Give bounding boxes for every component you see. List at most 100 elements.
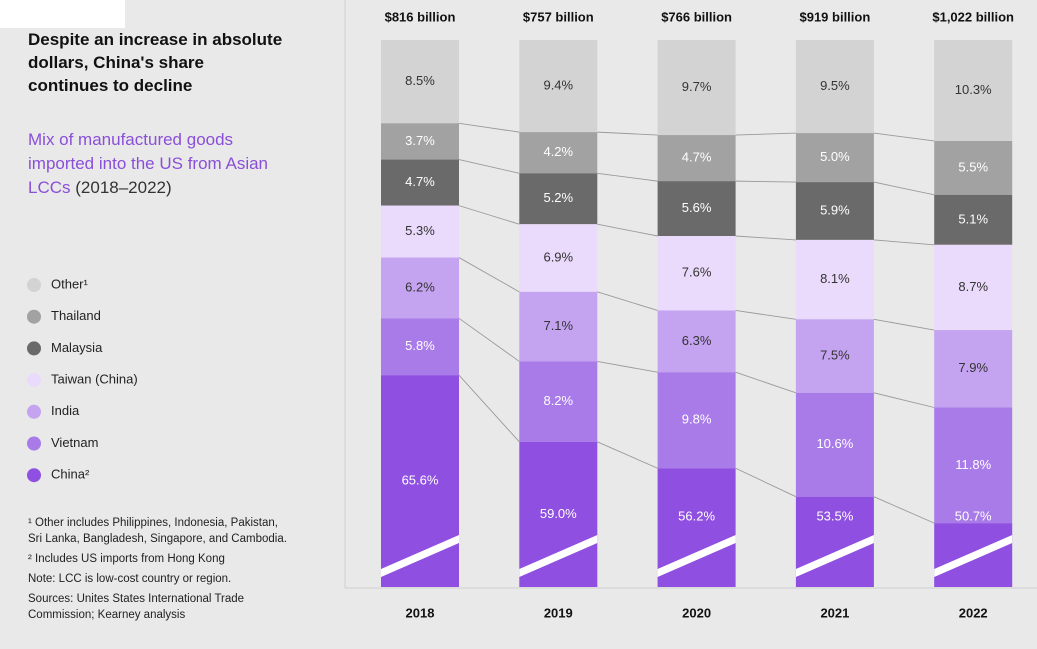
value-label: 8.7% <box>958 279 988 294</box>
value-label: 6.2% <box>405 279 435 294</box>
value-label: 50.7% <box>955 508 992 523</box>
value-label: 7.5% <box>820 347 850 362</box>
total-label: $816 billion <box>385 9 456 24</box>
axis-break <box>519 535 598 577</box>
bar-segment <box>657 236 736 311</box>
bar-segment <box>657 40 736 136</box>
bar-segment <box>795 40 874 134</box>
legend-swatch <box>27 404 41 419</box>
connector <box>735 180 796 183</box>
value-label: 5.9% <box>820 202 850 217</box>
value-label: 5.2% <box>543 190 573 205</box>
connector <box>873 181 935 196</box>
connector <box>597 360 658 373</box>
bar-segment <box>381 375 459 587</box>
value-label: 9.4% <box>543 77 573 92</box>
bar-segment <box>519 291 598 362</box>
bar-segment <box>795 239 874 320</box>
axis-break <box>934 535 1013 577</box>
bar-segment <box>657 372 736 469</box>
connector <box>597 291 658 311</box>
connector <box>458 317 520 362</box>
value-label: 53.5% <box>816 508 853 523</box>
x-tick-label: 2020 <box>682 605 711 620</box>
axis-break <box>795 535 874 577</box>
value-label: 6.3% <box>682 333 712 348</box>
legend-label: India <box>51 403 80 418</box>
x-tick-label: 2022 <box>959 605 988 620</box>
connector <box>873 392 935 408</box>
value-label: 5.3% <box>405 223 435 238</box>
x-tick-label: 2021 <box>820 605 849 620</box>
connector <box>458 205 520 225</box>
value-label: 5.0% <box>820 149 850 164</box>
legend-label: China² <box>51 467 90 482</box>
value-label: 5.5% <box>958 159 988 174</box>
bar-segment <box>934 194 1013 245</box>
value-label: 3.7% <box>405 133 435 148</box>
bar-segment <box>519 40 598 133</box>
note: ² Includes US imports from Hong Kong <box>28 553 225 565</box>
x-tick-label: 2018 <box>406 605 435 620</box>
total-label: $766 billion <box>661 9 732 24</box>
connector <box>735 132 796 136</box>
chart-title: Despite an increase in absolute dollars,… <box>28 30 283 95</box>
value-label: 9.5% <box>820 78 850 93</box>
bar-segment <box>934 140 1013 195</box>
value-label: 59.0% <box>540 506 577 521</box>
connector <box>458 257 520 293</box>
bar-segment <box>934 330 1013 408</box>
connector <box>458 374 520 443</box>
total-label: $1,022 billion <box>932 9 1014 24</box>
bar-segment <box>381 257 459 319</box>
value-label: 56.2% <box>678 508 715 523</box>
bar-segment <box>657 310 736 373</box>
value-label: 9.8% <box>682 412 712 427</box>
bar-segment <box>795 392 874 497</box>
bar-segment <box>519 361 598 442</box>
note: ¹ Other includes Philippines, Indonesia,… <box>28 517 287 545</box>
value-label: 65.6% <box>402 473 439 488</box>
value-label: 5.6% <box>682 200 712 215</box>
legend-swatch <box>27 436 41 451</box>
total-label: $757 billion <box>523 9 594 24</box>
connector <box>735 371 797 394</box>
connector <box>597 223 658 237</box>
legend-swatch <box>27 309 41 324</box>
connector <box>458 122 520 133</box>
connector <box>735 235 796 241</box>
subtitle-block: Mix of manufactured goods imported into … <box>28 128 288 200</box>
connector <box>597 131 658 136</box>
value-label: 10.3% <box>955 82 992 97</box>
value-label: 6.9% <box>543 249 573 264</box>
value-label: 7.6% <box>682 265 712 280</box>
bar-segment <box>381 40 459 124</box>
bar-segment <box>657 181 736 236</box>
bar-segment <box>519 224 598 292</box>
connector <box>873 132 935 142</box>
connector <box>735 467 797 498</box>
value-label: 7.1% <box>543 318 573 333</box>
note: Sources: Unites States International Tra… <box>28 593 245 621</box>
legend-swatch <box>27 341 41 356</box>
value-label: 10.6% <box>816 436 853 451</box>
note: Note: LCC is low-cost country or region. <box>28 573 232 585</box>
bar-segment <box>519 441 598 587</box>
legend-swatch <box>27 373 41 388</box>
bar-segment <box>657 135 736 182</box>
value-label: 8.1% <box>820 271 850 286</box>
bar-segment <box>381 159 459 206</box>
connector <box>873 496 935 524</box>
value-label: 4.2% <box>543 144 573 159</box>
period: (2018–2022) <box>75 178 172 197</box>
axis-break <box>381 535 459 577</box>
connector <box>735 310 796 320</box>
bar-segment <box>934 40 1013 141</box>
subtitle: Mix of manufactured goods imported into … <box>28 130 269 197</box>
legend-label: Malaysia <box>51 340 103 355</box>
legend-label: Other¹ <box>51 276 89 291</box>
connector <box>873 239 935 246</box>
bar-segment <box>795 319 874 393</box>
bar-segment <box>519 132 598 174</box>
